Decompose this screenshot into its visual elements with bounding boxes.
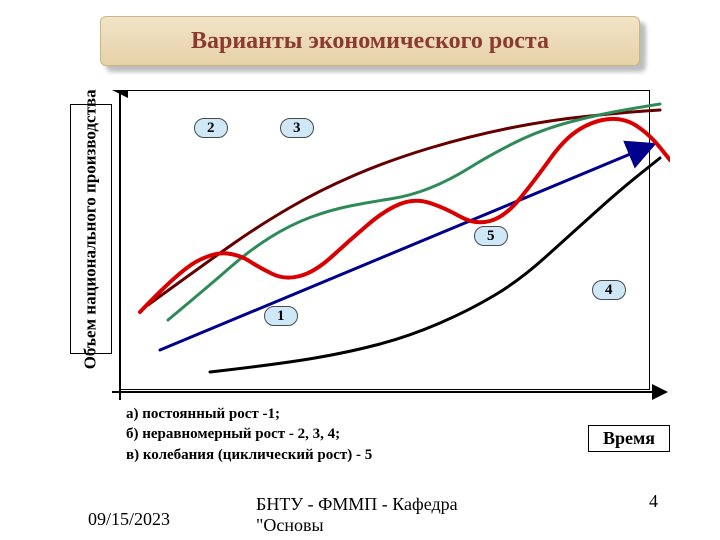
x-axis-label: Время — [588, 425, 670, 452]
title-container: Варианты экономического роста — [100, 16, 640, 66]
footer-center: БНТУ - ФММП - Кафедра "Основы — [256, 494, 476, 536]
slide-title: Варианты экономического роста — [100, 16, 640, 66]
curve-label-2: 2 — [194, 118, 228, 138]
legend-line: б) неравномерный рост - 2, 3, 4; — [126, 424, 372, 444]
legend-line: а) постоянный рост -1; — [126, 404, 372, 424]
legend-line: в) колебания (циклический рост) - 5 — [126, 445, 372, 465]
y-axis-label-text: Объем национального производства — [81, 89, 100, 369]
curve-label-1: 1 — [264, 306, 298, 326]
curve-label-4: 4 — [592, 280, 626, 300]
curve-label-5: 5 — [474, 226, 508, 246]
y-axis-label: Объем национального производства — [82, 89, 101, 369]
footer-date: 09/15/2023 — [88, 509, 170, 530]
curve-label-3: 3 — [280, 118, 314, 138]
y-axis-label-box: Объем национального производства — [70, 104, 112, 354]
footer-page-number: 4 — [649, 491, 658, 512]
legend: а) постоянный рост -1; б) неравномерный … — [126, 404, 372, 465]
